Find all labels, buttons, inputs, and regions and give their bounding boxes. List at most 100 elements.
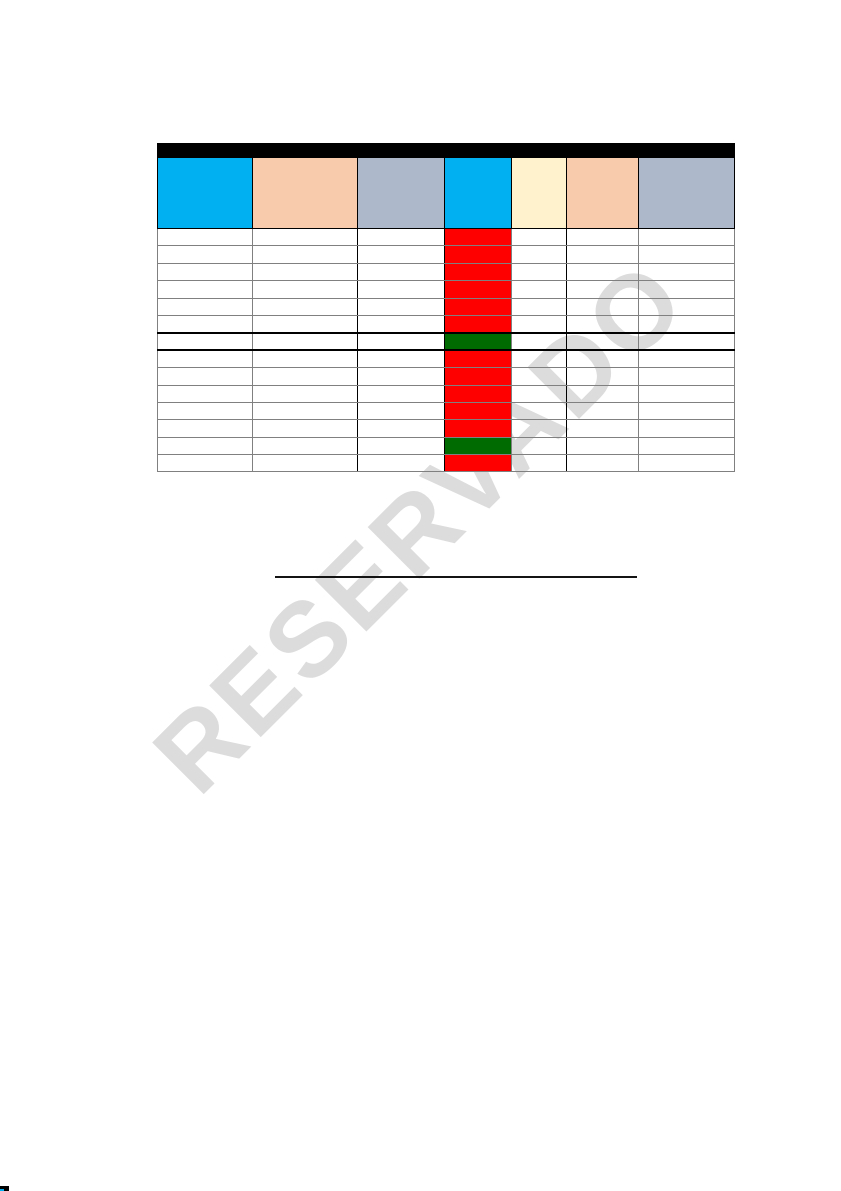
table-header-row xyxy=(157,157,736,229)
table-row xyxy=(157,454,736,473)
table-cell xyxy=(157,367,253,386)
table-cell xyxy=(637,280,736,299)
table-cell xyxy=(252,245,358,264)
table-cell xyxy=(511,401,567,421)
table-cell xyxy=(566,227,639,247)
header-cell-col3 xyxy=(357,157,445,229)
table-cell xyxy=(566,314,639,334)
table-cell xyxy=(511,349,567,369)
table-cell xyxy=(357,401,445,421)
table-cell xyxy=(357,227,445,247)
table-cell xyxy=(357,367,445,386)
table-cell xyxy=(566,419,639,438)
table-cell xyxy=(511,245,567,264)
table-cell xyxy=(357,349,445,369)
status-cell-red xyxy=(444,349,512,369)
table-row xyxy=(157,367,736,386)
table-cell xyxy=(252,454,358,473)
status-cell-green xyxy=(444,436,512,456)
table-cell xyxy=(511,262,567,282)
table-cell xyxy=(357,454,445,473)
table-cell xyxy=(637,349,736,369)
table-cell xyxy=(252,367,358,386)
table-cell xyxy=(566,245,639,264)
header-cell-col1 xyxy=(157,157,253,229)
table-row xyxy=(157,314,736,334)
header-cell-col5 xyxy=(511,157,567,229)
table-cell xyxy=(357,419,445,438)
table-cell xyxy=(566,436,639,456)
table-row xyxy=(157,401,736,421)
table-cell xyxy=(357,245,445,264)
table-cell xyxy=(252,331,358,352)
table-cell xyxy=(637,262,736,282)
table-cell xyxy=(566,367,639,386)
table-cell xyxy=(637,436,736,456)
table-cell xyxy=(637,401,736,421)
status-cell-red xyxy=(444,280,512,299)
table-cell xyxy=(566,297,639,316)
separator-rule xyxy=(275,576,637,578)
table-cell xyxy=(252,401,358,421)
table-cell xyxy=(566,384,639,403)
table-cell xyxy=(637,227,736,247)
status-cell-red xyxy=(444,227,512,247)
table-cell xyxy=(637,245,736,264)
table-cell xyxy=(566,349,639,369)
status-cell-red xyxy=(444,367,512,386)
table-cell xyxy=(157,297,253,316)
table-cell xyxy=(566,331,639,352)
header-cell-col4 xyxy=(444,157,512,229)
table-cell xyxy=(157,454,253,473)
table-cell xyxy=(511,280,567,299)
table-cell xyxy=(637,314,736,334)
status-cell-red xyxy=(444,245,512,264)
table-cell xyxy=(157,401,253,421)
table-cell xyxy=(357,297,445,316)
table-cell xyxy=(252,280,358,299)
table-row xyxy=(157,384,736,403)
table-cell xyxy=(252,314,358,334)
table-cell xyxy=(566,454,639,473)
status-cell-red xyxy=(444,401,512,421)
table-cell xyxy=(157,262,253,282)
table-cell xyxy=(566,280,639,299)
table-row xyxy=(157,262,736,282)
table-cell xyxy=(511,436,567,456)
table-cell xyxy=(511,331,567,352)
table-cell xyxy=(637,419,736,438)
table-cell xyxy=(157,419,253,438)
table-cell xyxy=(511,367,567,386)
table-row xyxy=(157,280,736,299)
status-cell-green xyxy=(444,331,512,352)
table-row xyxy=(157,245,736,264)
table-cell xyxy=(157,280,253,299)
table-cell xyxy=(511,384,567,403)
table-row xyxy=(157,436,736,456)
table-cell xyxy=(511,454,567,473)
table-cell xyxy=(252,384,358,403)
table-cell xyxy=(252,436,358,456)
corner-artifact-accent xyxy=(0,1189,4,1191)
header-cell-col7 xyxy=(637,157,736,229)
table-cell xyxy=(511,419,567,438)
table-cell xyxy=(157,227,253,247)
table-cell xyxy=(357,384,445,403)
table-cell xyxy=(357,262,445,282)
header-cell-col6 xyxy=(566,157,639,229)
status-cell-red xyxy=(444,419,512,438)
table-cell xyxy=(252,349,358,369)
table-cell xyxy=(252,262,358,282)
table-cell xyxy=(252,419,358,438)
table-row xyxy=(157,419,736,438)
table-cell xyxy=(157,331,253,352)
table-cell xyxy=(637,331,736,352)
table-cell xyxy=(157,436,253,456)
status-cell-red xyxy=(444,454,512,473)
table-cell xyxy=(357,280,445,299)
report-table xyxy=(156,143,736,473)
table-cell xyxy=(357,436,445,456)
table-top-black-bar xyxy=(156,143,736,158)
table-cell xyxy=(357,314,445,334)
